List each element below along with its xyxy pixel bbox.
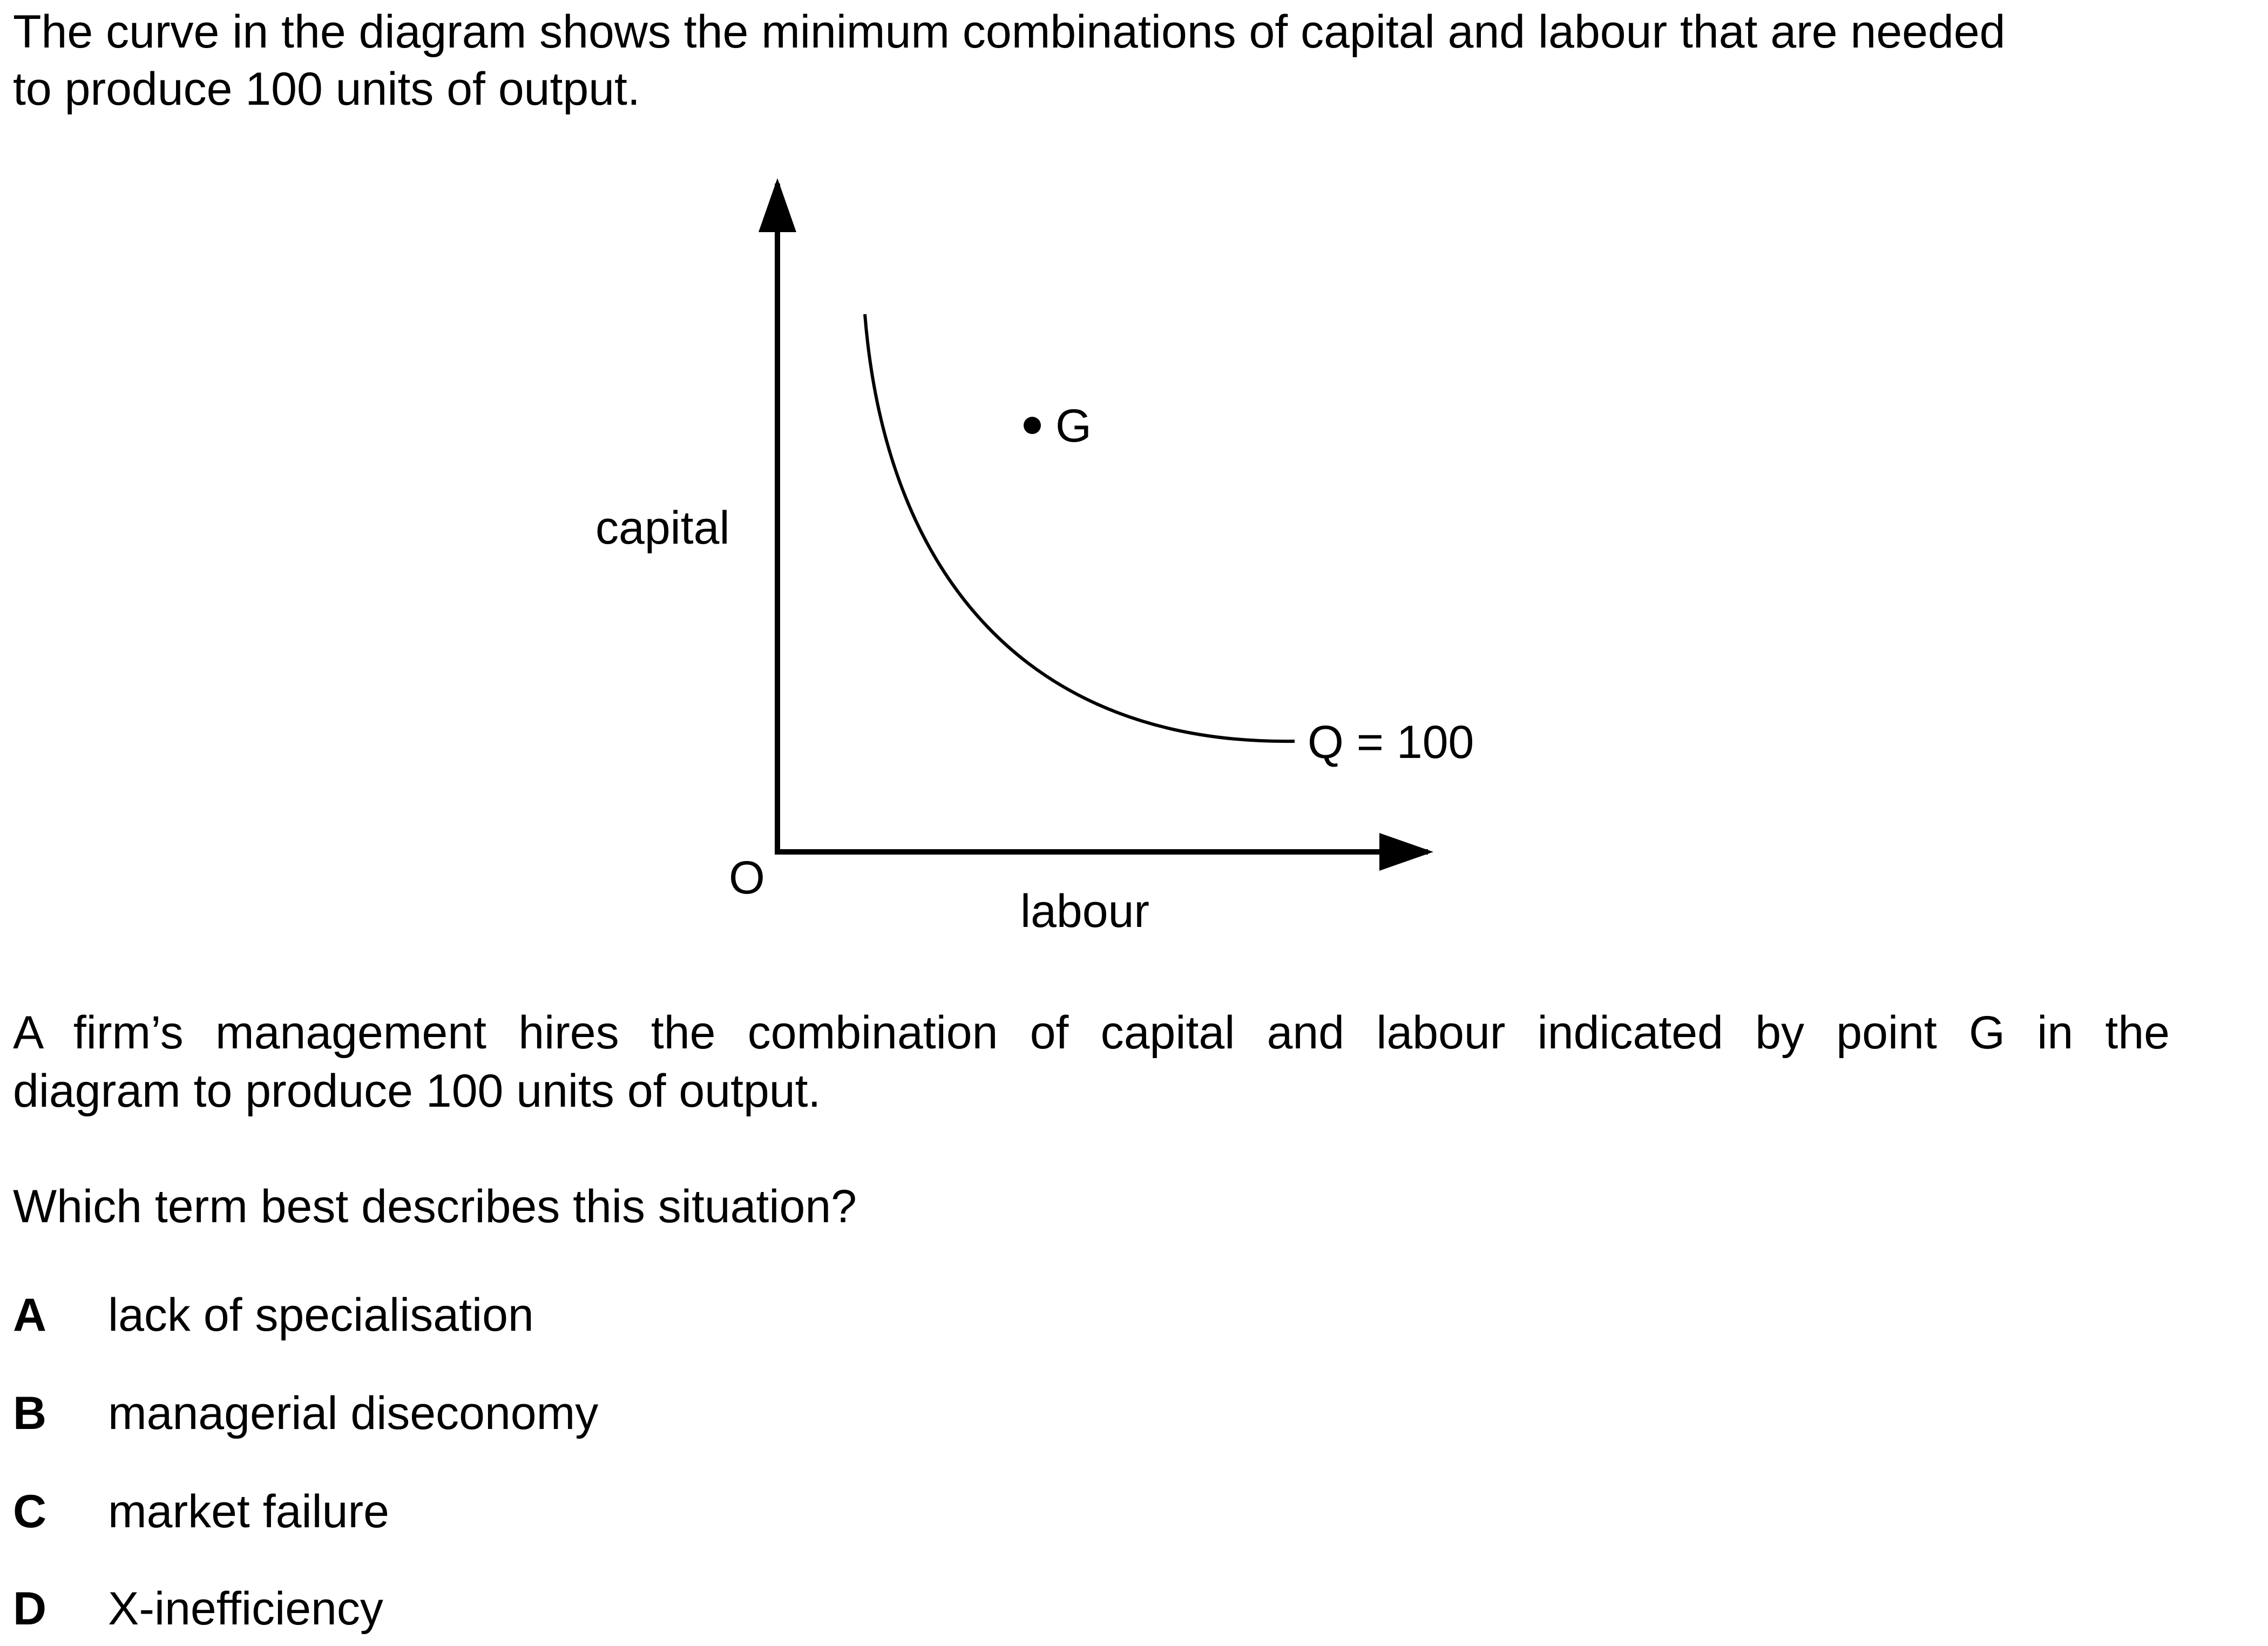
isoquant-diagram: G capital Q = 100 O labour <box>595 178 1474 937</box>
point-g-label: G <box>1055 400 1092 452</box>
point-g-dot <box>1024 417 1041 434</box>
option-text: market failure <box>108 1486 389 1537</box>
curve-label: Q = 100 <box>1308 716 1474 768</box>
intro-line-2: to produce 100 units of output. <box>13 63 640 115</box>
context-line-2: diagram to produce 100 units of output. <box>13 1065 821 1117</box>
option-text: lack of specialisation <box>108 1289 534 1341</box>
option-letter: D <box>13 1583 47 1635</box>
intro-line-1: The curve in the diagram shows the minim… <box>13 6 2006 58</box>
option-letter: C <box>13 1486 47 1537</box>
option-text: managerial diseconomy <box>108 1387 599 1439</box>
option-letter: A <box>13 1289 47 1341</box>
origin-label: O <box>729 852 765 904</box>
option-letter: B <box>13 1387 47 1439</box>
x-axis-label: labour <box>1020 885 1149 937</box>
y-axis-label: capital <box>595 502 730 554</box>
isoquant-curve <box>863 314 1295 743</box>
context-line-1: A firm’s management hires the combinatio… <box>13 1007 2170 1059</box>
question-prompt: Which term best describes this situation… <box>13 1181 857 1232</box>
option-text: X-inefficiency <box>108 1583 383 1635</box>
